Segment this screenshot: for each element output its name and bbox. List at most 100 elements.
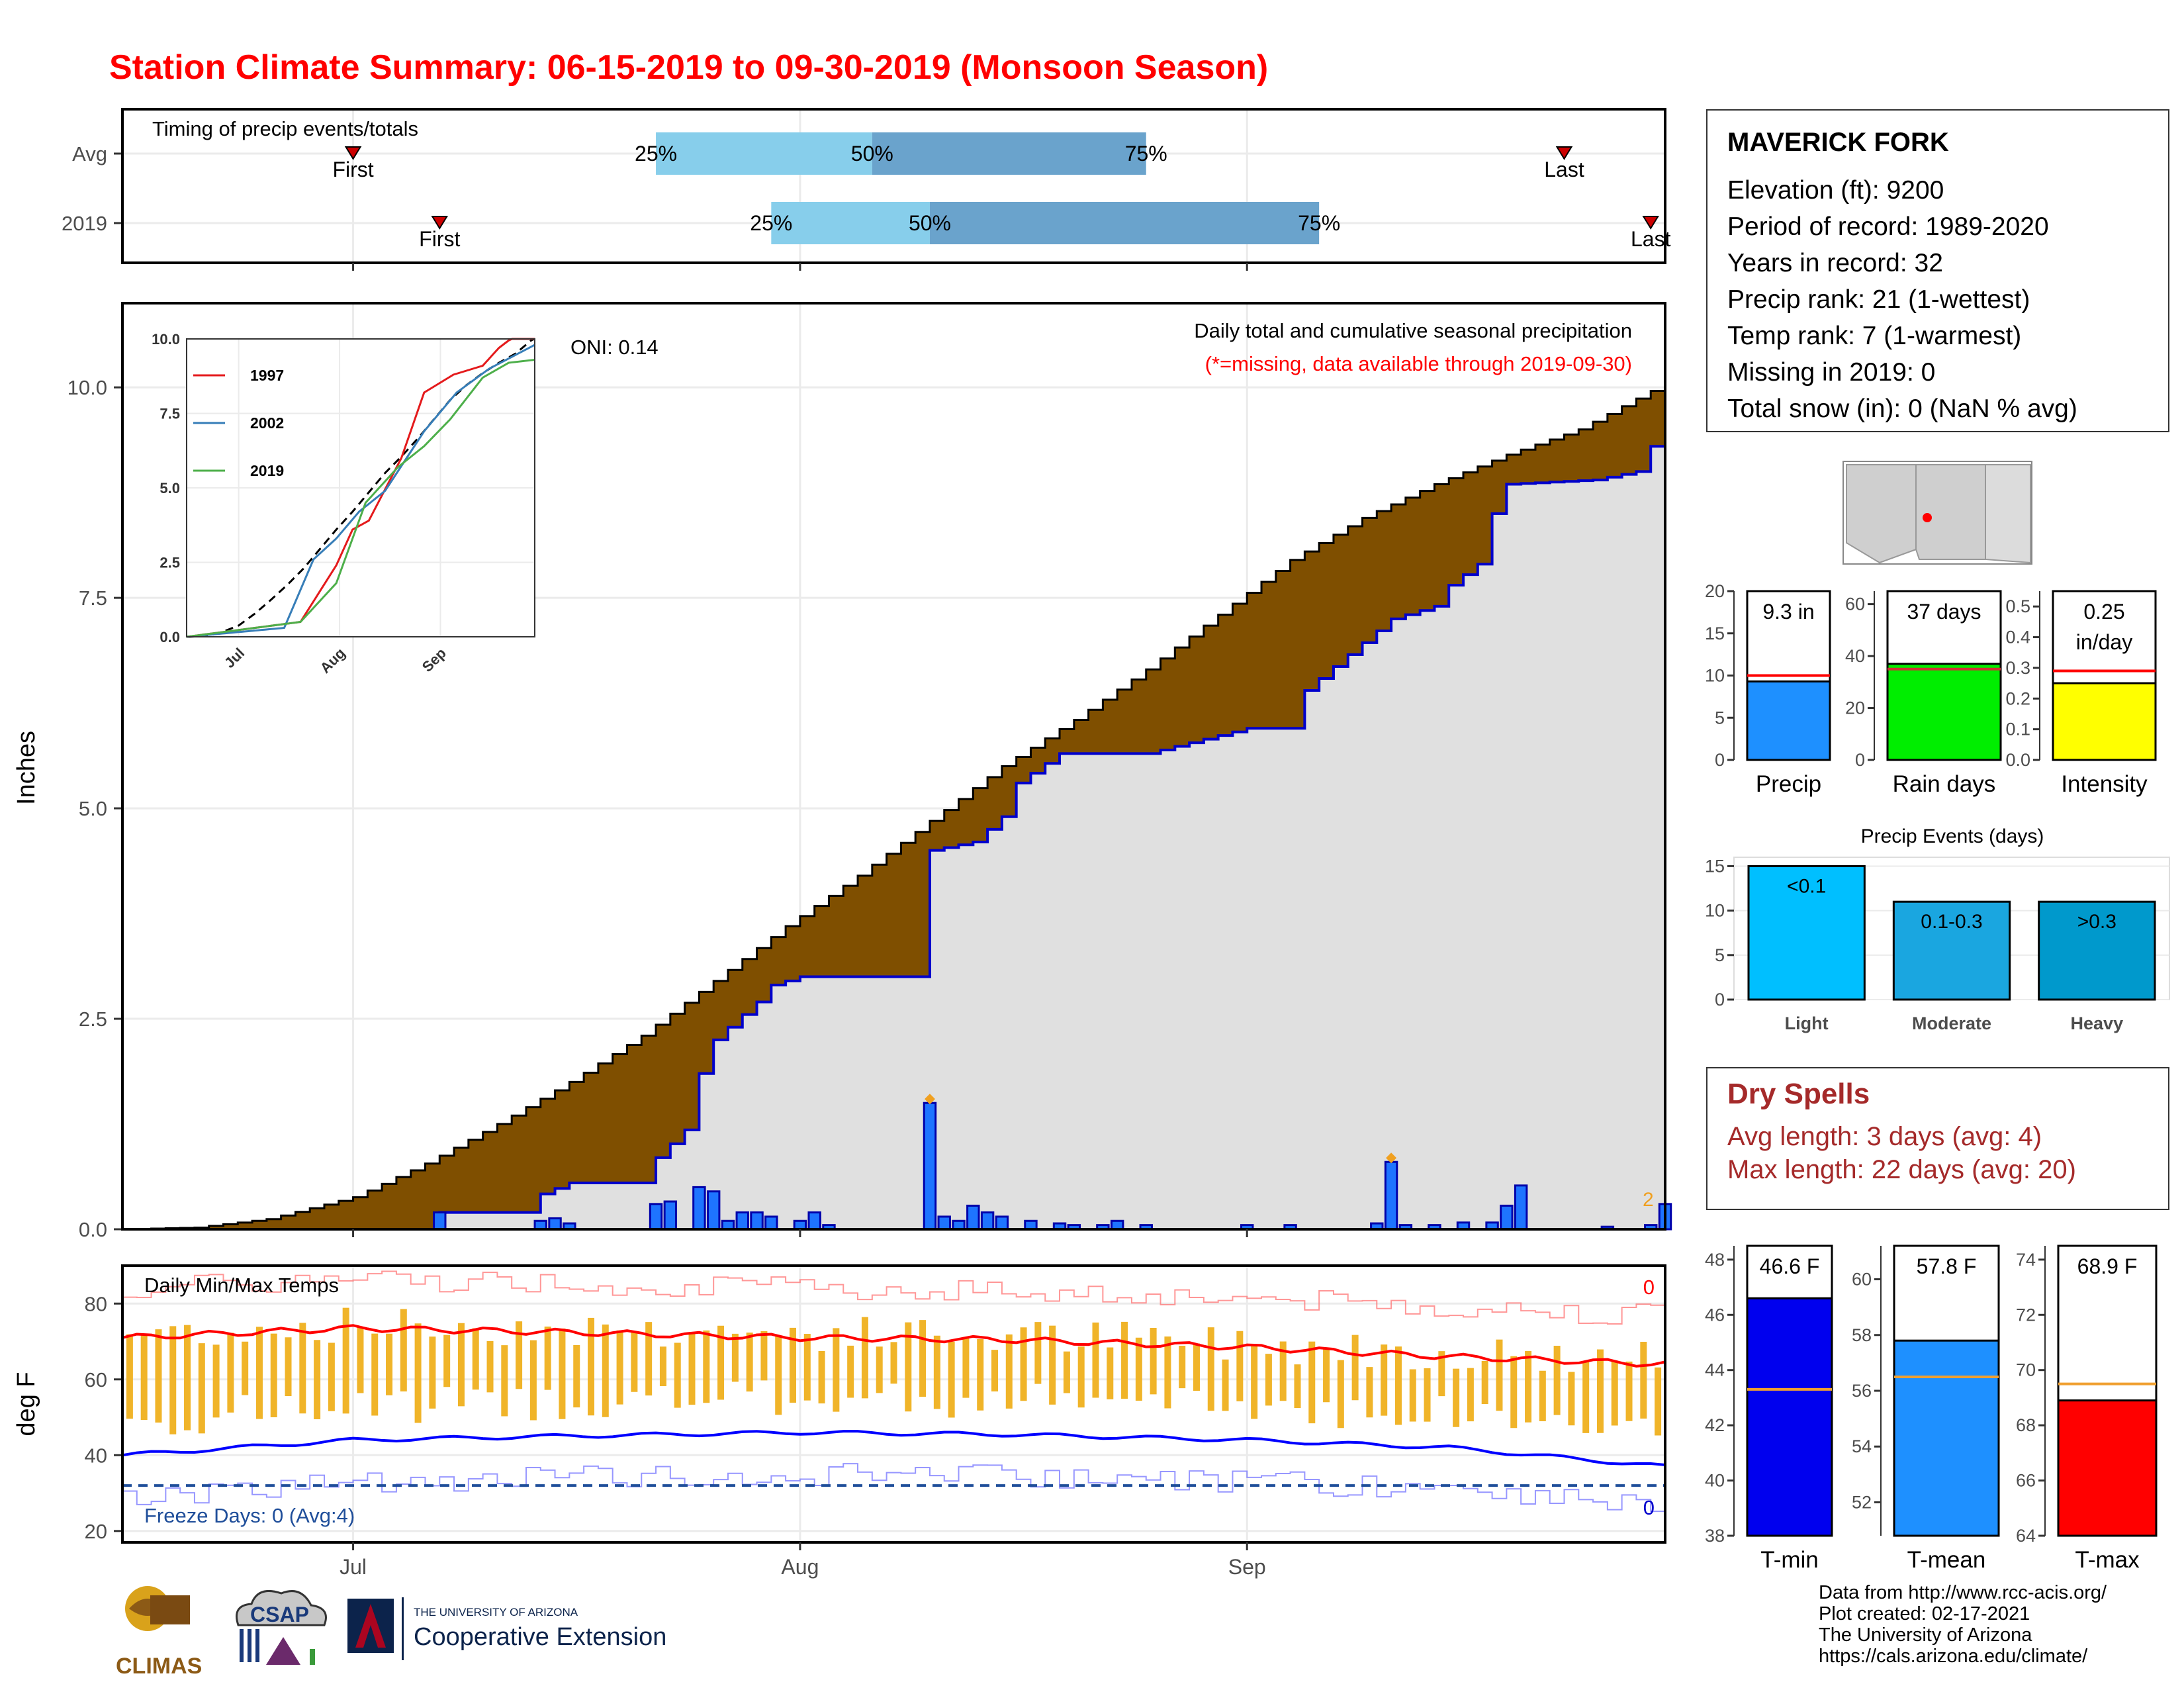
intensity-bar-chart-tick-label: 0.4 — [2005, 628, 2030, 647]
daily-precip-bar — [937, 1215, 951, 1231]
station-snow: Total snow (in): 0 (NaN % avg) — [1727, 395, 2077, 423]
precip-y-tick-label: 0.0 — [79, 1218, 107, 1241]
station-years: Years in record: 32 — [1727, 249, 1943, 277]
avg-tmax-line — [122, 1324, 1666, 1368]
daily-precip-bar — [735, 1211, 749, 1231]
tmean-bar-chart: 52 54 56 58 60 57.8 F T-mean — [1852, 1244, 2000, 1573]
tmin-bar-chart-tick-label: 44 — [1705, 1360, 1725, 1380]
precip-end-label: 2 — [1643, 1189, 1654, 1211]
intensity-bar-chart-tick-label: 0.1 — [2005, 720, 2030, 739]
credits: Data from http://www.rcc-acis.org/ Plot … — [1819, 1582, 2107, 1667]
temp-x-tick-label: Sep — [1228, 1555, 1266, 1579]
credit-line: Plot created: 02-17-2021 — [1819, 1603, 2030, 1624]
inset-y-tick-label: 0.0 — [159, 629, 180, 645]
station-missing: Missing in 2019: 0 — [1727, 358, 1936, 387]
record-low-line — [122, 1463, 1665, 1513]
temp-y-tick-label: 80 — [85, 1292, 107, 1315]
timing-first-label: First — [332, 158, 373, 181]
tmin-bar-chart-tick-label: 38 — [1705, 1526, 1725, 1546]
temp-y-tick-label: 60 — [85, 1368, 107, 1391]
precip-annotation-title: Daily total and cumulative seasonal prec… — [1194, 319, 1632, 342]
intensity-bar-chart-tick-label: 0.2 — [2005, 688, 2030, 708]
record-high-line — [122, 1270, 1665, 1325]
precip-bar-chart-tick-label: 20 — [1705, 581, 1725, 601]
intensity-bar-chart-value-unit: in/day — [2076, 630, 2132, 654]
precip-bar-chart-tick-label: 15 — [1705, 624, 1725, 643]
dry-spells-max: Max length: 22 days (avg: 20) — [1727, 1155, 2076, 1184]
oni-label: ONI: 0.14 — [570, 336, 659, 359]
csap-text: CSAP — [250, 1603, 309, 1626]
timing-first-marker — [431, 216, 449, 230]
timing-p25-label: 25% — [750, 211, 792, 235]
observed-cumulative-fill — [122, 446, 1665, 1229]
timing-p75-label: 75% — [1298, 211, 1340, 235]
csap-logo: CSAP — [236, 1590, 327, 1665]
timing-p50-label: 50% — [851, 142, 893, 165]
temp-x-tick-label: Jul — [340, 1555, 367, 1579]
raindays-bar-chart-tick-label: 60 — [1845, 594, 1865, 614]
precip-events-title: Precip Events (days) — [1861, 825, 2044, 847]
tmin-bar-chart-tick-label: 40 — [1705, 1471, 1725, 1491]
temp-top-count: 0 — [1643, 1276, 1655, 1299]
precip-events-category: Heavy — [2071, 1013, 2124, 1033]
map-state-new-mexico — [1915, 464, 1986, 560]
intensity-bar-chart: 0.0 0.1 0.2 0.3 0.4 0.5 0.25 in/day Intensity — [2005, 590, 2157, 797]
raindays-bar-chart: 0 20 40 60 37 days Rain days — [1845, 590, 2002, 797]
timing-last-label: Last — [1544, 158, 1584, 181]
timing-panel: Timing of precip events/totals Avg 25% 50% 7… — [62, 108, 1671, 271]
precip-events-tick-label: 15 — [1705, 856, 1725, 876]
avg-above-observed-area — [122, 383, 1665, 1229]
tmin-bar-chart-tick-label: 46 — [1705, 1305, 1725, 1325]
tmax-bar-chart: 64 66 68 70 72 74 68.9 F T-max — [2016, 1244, 2158, 1573]
temp-panel: 20 40 60 80 Daily Min/Max Temps Freeze Days: … — [13, 1264, 1666, 1579]
raindays-bar-chart-tick-label: 40 — [1845, 646, 1865, 666]
dry-spells-box: Dry Spells Avg length: 3 days (avg: 4) M… — [1706, 1067, 2169, 1210]
precip-events-tick-label: 10 — [1705, 901, 1725, 921]
inset-series-line — [186, 359, 535, 638]
daily-precip-bar — [966, 1204, 980, 1231]
precip-panel-border — [121, 302, 1666, 1231]
precip-events-bar-label: >0.3 — [2077, 911, 2116, 933]
logo-strip: CLIMAS CSAP THE UNIVERSITY OF ARIZONA Co… — [116, 1586, 666, 1679]
temp-y-axis-label: deg F — [13, 1372, 40, 1436]
tmin-bar-chart-value-label: 46.6 F — [1760, 1254, 1820, 1278]
intensity-bar-chart-bar — [2052, 682, 2157, 761]
tmean-bar-chart-bar — [1893, 1339, 2000, 1537]
climas-text: CLIMAS — [116, 1654, 202, 1679]
timing-p50-label: 50% — [909, 211, 951, 235]
tmean-bar-chart-label: T-mean — [1907, 1547, 1986, 1573]
raindays-bar-chart-tick-label: 20 — [1845, 698, 1865, 718]
avg-cumulative-line — [122, 383, 1666, 1231]
timing-p25-label: 25% — [635, 142, 677, 165]
dry-spells-title: Dry Spells — [1727, 1078, 1870, 1110]
credit-line: The University of Arizona — [1819, 1624, 2032, 1646]
precip-events-tick-label: 0 — [1715, 990, 1725, 1009]
timing-first-marker — [344, 146, 362, 160]
tmean-bar-chart-tick-label: 56 — [1852, 1381, 1872, 1401]
tmax-bar-chart-value-label: 68.9 F — [2077, 1254, 2138, 1278]
tmin-bar-chart-bar — [1746, 1297, 1833, 1537]
precip-y-tick-label: 2.5 — [79, 1008, 107, 1031]
temp-y-tick-label: 20 — [85, 1520, 107, 1543]
tmax-bar-chart-tick-label: 68 — [2016, 1415, 2036, 1435]
tmax-bar-chart-tick-label: 70 — [2016, 1360, 2036, 1380]
station-info-box: MAVERICK FORK Elevation (ft): 9200 Perio… — [1706, 109, 2169, 432]
inset-y-tick-label: 7.5 — [159, 406, 180, 422]
daily-precip-bar — [706, 1190, 721, 1231]
precip-y-tick-label: 5.0 — [79, 797, 107, 820]
daily-precip-bar — [692, 1186, 706, 1231]
precip-events-bar — [2038, 900, 2156, 1001]
precip-annotation-missing: (*=missing, data available through 2019-… — [1205, 352, 1632, 375]
credit-line: https://cals.arizona.edu/climate/ — [1819, 1646, 2088, 1667]
intensity-bar-chart-tick-label: 0.5 — [2005, 596, 2030, 616]
avg-tmin-line — [122, 1430, 1666, 1466]
inset-legend-label: 2019 — [250, 462, 284, 479]
inset-y-tick-label: 10.0 — [152, 331, 180, 348]
daily-precip-bar — [433, 1211, 447, 1231]
station-elevation: Elevation (ft): 9200 — [1727, 176, 1944, 205]
daily-precip-bar — [750, 1211, 764, 1231]
precip-bar-chart-bar — [1746, 680, 1831, 761]
timing-first-label: First — [419, 227, 460, 251]
